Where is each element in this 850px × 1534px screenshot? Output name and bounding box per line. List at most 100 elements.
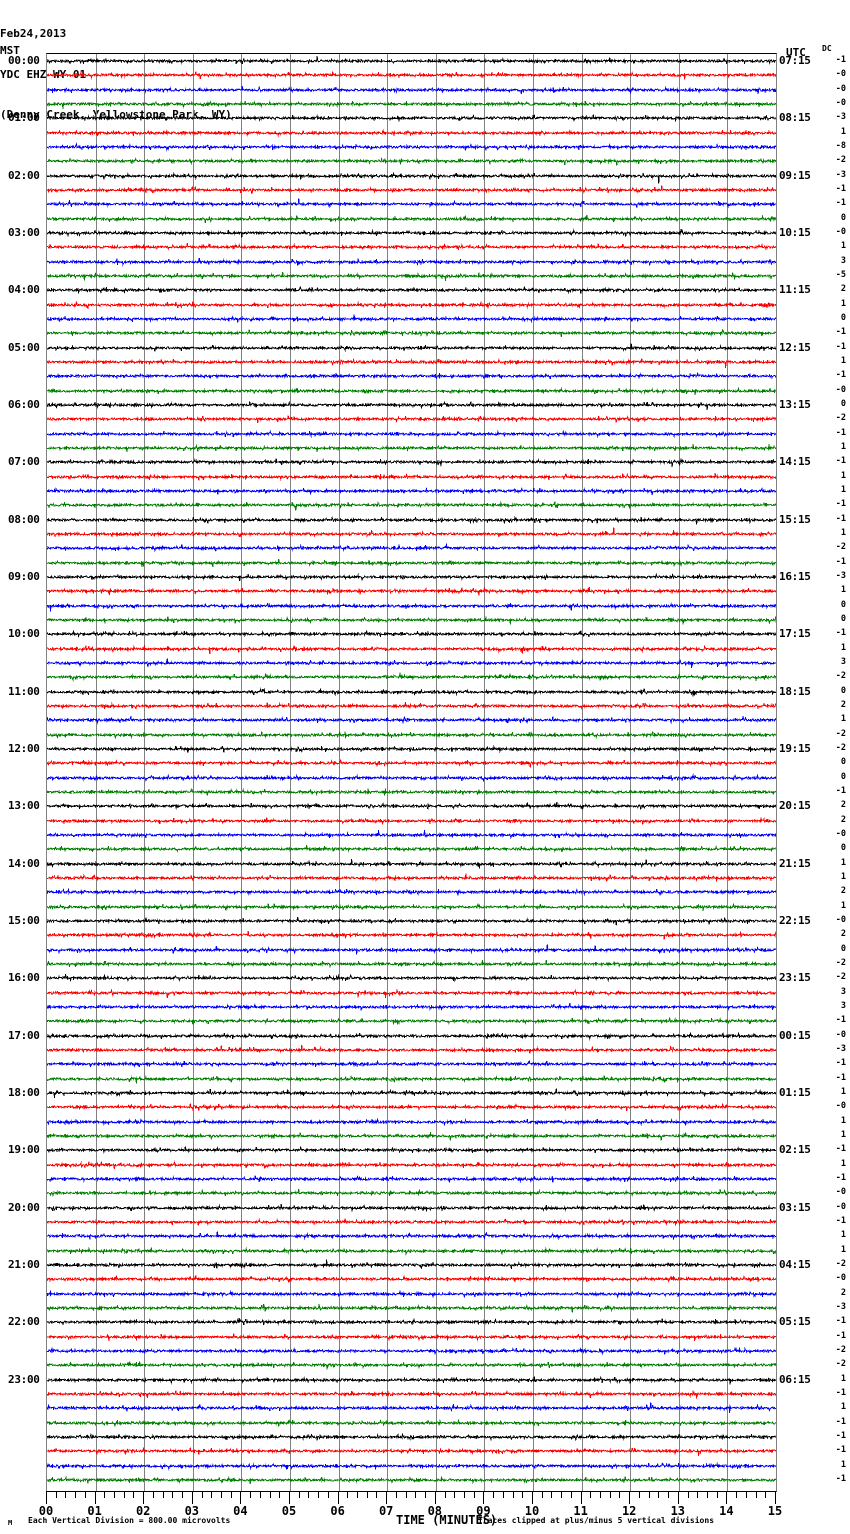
x-minor-tick	[765, 1491, 767, 1498]
dc-offset-value: -2	[835, 542, 846, 553]
dc-offset-value: 1	[840, 900, 846, 911]
x-tick-label: 00	[38, 1504, 54, 1518]
x-minor-tick	[522, 1491, 524, 1498]
x-tick-label: 03	[184, 1504, 200, 1518]
mst-hour-label: 03:00	[8, 226, 40, 239]
x-minor-tick	[162, 1491, 164, 1498]
mst-hour-label: 02:00	[8, 168, 40, 182]
x-minor-tick	[463, 1491, 465, 1498]
seismic-trace	[47, 1414, 776, 1432]
dc-offset-value: -1	[835, 341, 846, 352]
dc-offset-value: 1	[840, 1115, 846, 1126]
dc-offset-value: -1	[835, 427, 846, 438]
x-minor-tick	[123, 1491, 125, 1498]
dc-offset-value: -0	[835, 915, 846, 925]
mst-hour-label: 16:00	[8, 971, 40, 985]
x-tick-label: 15	[767, 1504, 783, 1518]
seismic-trace	[47, 1127, 776, 1145]
x-major-tick	[240, 1491, 242, 1504]
x-tick-label: 12	[621, 1504, 637, 1518]
utc-hour-label: 20:15	[779, 799, 811, 813]
seismic-trace	[47, 1098, 776, 1116]
seismic-trace	[47, 1356, 776, 1374]
dc-offset-value: -2	[835, 1259, 846, 1269]
corner-mark: M	[8, 1519, 13, 1527]
seismic-trace	[47, 1313, 776, 1331]
dc-offset-value: 1	[840, 485, 846, 495]
dc-offset-value: -1	[835, 1173, 846, 1183]
seismic-trace	[47, 1342, 776, 1360]
utc-hour-label: 11:15	[779, 283, 811, 297]
x-major-tick	[191, 1491, 193, 1504]
x-tick-label: 07	[378, 1504, 394, 1518]
x-tick-label: 04	[233, 1504, 248, 1518]
seismic-trace	[47, 1471, 776, 1489]
seismic-trace	[47, 611, 776, 629]
dc-offset-value: -1	[835, 55, 846, 65]
dc-offset-value: 1	[840, 298, 846, 309]
gridline-minute-02	[144, 54, 146, 1491]
mst-hour-label: 17:00	[8, 1028, 40, 1042]
seismic-trace	[47, 482, 776, 500]
x-major-tick	[483, 1491, 485, 1504]
dc-offset-value: -0	[835, 98, 846, 108]
seismic-trace	[47, 654, 776, 672]
x-minor-tick	[638, 1491, 640, 1498]
seismic-trace	[47, 726, 776, 744]
x-minor-tick	[687, 1491, 689, 1498]
mst-hour-label: 22:00	[8, 1315, 40, 1329]
dc-offset-value: 1	[840, 1373, 846, 1384]
gridline-minute-14	[727, 54, 729, 1491]
seismic-trace	[47, 138, 776, 156]
dc-offset-value: -0	[835, 1201, 846, 1212]
x-minor-tick	[570, 1491, 572, 1498]
utc-hour-label: 16:15	[779, 570, 811, 583]
x-tick-label: 10	[524, 1504, 540, 1518]
x-minor-tick	[444, 1491, 446, 1498]
seismic-trace	[47, 1371, 776, 1389]
dc-offset-value: -1	[835, 1330, 846, 1341]
x-minor-tick	[366, 1491, 368, 1498]
seismic-trace	[47, 1213, 776, 1231]
seismic-trace	[47, 969, 776, 987]
x-minor-tick	[706, 1491, 708, 1498]
seismic-trace	[47, 281, 776, 299]
dc-offset-value: 1	[840, 1130, 846, 1140]
seismic-trace	[47, 124, 776, 142]
x-minor-tick	[298, 1491, 300, 1498]
dc-offset-value: -1	[835, 1216, 846, 1226]
seismic-trace	[47, 210, 776, 228]
x-major-tick	[94, 1491, 96, 1504]
seismic-trace	[47, 324, 776, 342]
dc-offset-value: -1	[835, 198, 846, 209]
mst-timezone-label: MST	[0, 44, 20, 57]
x-tick-label: 11	[573, 1504, 588, 1518]
seismic-trace	[47, 597, 776, 615]
dc-offset-value: -3	[835, 112, 846, 123]
seismic-trace	[47, 1184, 776, 1202]
dc-offset-value: -1	[835, 628, 846, 639]
seismic-trace	[47, 181, 776, 199]
gridline-minute-06	[338, 54, 340, 1491]
seismic-trace	[47, 1428, 776, 1446]
seismic-trace	[47, 224, 776, 242]
dc-offset-value: -1	[835, 556, 846, 567]
x-major-tick	[434, 1491, 436, 1504]
x-tick-label: 14	[719, 1504, 734, 1518]
seismic-trace	[47, 840, 776, 858]
x-major-tick	[629, 1491, 631, 1504]
mst-hour-label: 23:00	[8, 1372, 40, 1386]
utc-timezone-label: UTC	[786, 46, 806, 59]
dc-offset-value: 0	[840, 771, 846, 782]
dc-offset-value: -0	[835, 1101, 846, 1112]
utc-hour-label: 09:15	[779, 168, 811, 182]
dc-offset-value: -1	[835, 370, 846, 381]
x-major-tick	[289, 1491, 290, 1504]
clip-note: Traces clipped at plus/minus 5 vertical …	[478, 1516, 715, 1525]
x-minor-tick	[561, 1491, 563, 1498]
dc-offset-value: -8	[835, 141, 846, 151]
x-major-tick	[337, 1491, 339, 1504]
seismic-trace	[47, 66, 776, 84]
dc-offset-value: -1	[835, 1144, 846, 1155]
dc-offset-value: -2	[835, 671, 846, 682]
